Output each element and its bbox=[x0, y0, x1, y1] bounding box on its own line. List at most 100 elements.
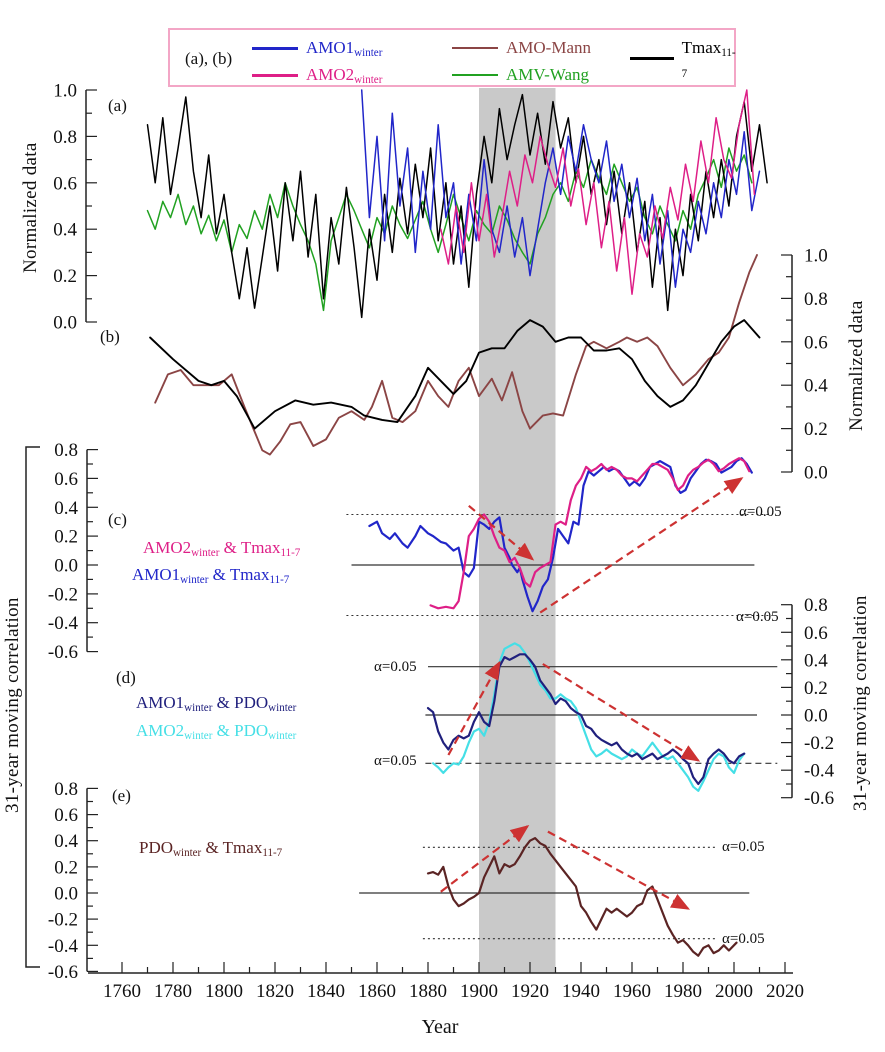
y-tick-label-e: -0.4 bbox=[48, 936, 79, 957]
y-axis-title-panel-b: Normalized data bbox=[846, 300, 867, 431]
label-subscript: winter bbox=[268, 729, 297, 742]
y-tick-label-e: 0.6 bbox=[54, 805, 78, 826]
label-subscript: winter bbox=[173, 846, 202, 859]
series-amo1-winter bbox=[360, 89, 761, 288]
label-text: & Tmax bbox=[208, 565, 270, 584]
legend-label: AMO1winter bbox=[306, 38, 382, 59]
alpha-label-d-lower: α=0.05 bbox=[374, 753, 417, 769]
series-tmax-11-7-smoothed bbox=[149, 319, 761, 430]
legend-item-amv-wang: AMV-Wang bbox=[452, 65, 589, 85]
y-tick-label-c: 0.8 bbox=[54, 440, 78, 461]
label-text: & PDO bbox=[212, 693, 269, 712]
label-text: & Tmax bbox=[219, 538, 281, 557]
y-tick-label-d: -0.6 bbox=[804, 788, 834, 809]
label-subscript: winter bbox=[184, 701, 213, 714]
label-text: PDO bbox=[139, 838, 174, 857]
alpha-label-d-upper: α=0.05 bbox=[374, 659, 417, 675]
panel-letter-d: (d) bbox=[116, 668, 136, 687]
alpha-label-c-lower: α=0.05 bbox=[736, 609, 779, 625]
label-text: AMO-Mann bbox=[506, 38, 591, 57]
x-tick-label: 1820 bbox=[256, 981, 294, 1002]
y-tick-label-d: 0.6 bbox=[804, 623, 828, 644]
x-tick-label: 2020 bbox=[766, 981, 804, 1002]
y-tick-label-b: 1.0 bbox=[804, 246, 828, 267]
series-amo2-winter bbox=[440, 89, 756, 295]
label-text: AMO2 bbox=[143, 538, 192, 557]
legend-item-amo-mann: AMO-Mann bbox=[452, 38, 591, 58]
y-tick-label-b: 0.8 bbox=[804, 289, 828, 310]
y-tick-label-e: 0.4 bbox=[54, 831, 78, 852]
annotations-layer bbox=[440, 477, 744, 910]
label-subscript: winter bbox=[268, 701, 297, 714]
series-amo-mann bbox=[154, 254, 758, 456]
y-tick-label-d: -0.4 bbox=[804, 761, 835, 782]
x-tick-label: 1960 bbox=[613, 981, 651, 1002]
label-subscript: 11-7 bbox=[262, 846, 283, 859]
x-tick-label: 1840 bbox=[307, 981, 345, 1002]
y-tick-label-a: 0.4 bbox=[53, 220, 77, 241]
legend-item-tmax: Tmax11-7 bbox=[630, 38, 738, 80]
y-tick-label-e: 0.2 bbox=[54, 857, 78, 878]
legend-label: Tmax11-7 bbox=[682, 38, 738, 80]
x-tick-label: 1780 bbox=[154, 981, 192, 1002]
y-tick-label-b: 0.2 bbox=[804, 419, 828, 440]
alpha-label-c-upper: α=0.05 bbox=[739, 504, 782, 520]
y-tick-label-d: 0.4 bbox=[804, 650, 828, 671]
series-amo2-pdo-corr bbox=[432, 642, 746, 792]
label-text: Tmax bbox=[681, 38, 722, 57]
y-tick-label-e: 0.0 bbox=[54, 884, 78, 905]
alpha-label-e-lower: α=0.05 bbox=[722, 931, 765, 947]
y-tick-label-d: 0.8 bbox=[804, 595, 828, 616]
label-subscript: winter bbox=[180, 573, 209, 586]
axes-layer: 1760 1780 1800 1820 1840 1860 1880 1900 1920 1940… bbox=[25, 81, 835, 1002]
series-label-amo2-pdo: AMO2winter & PDOwinter bbox=[136, 721, 296, 742]
legend: (a), (b) AMO1winter AMO-Mann Tmax11-7 AM… bbox=[168, 28, 736, 87]
y-tick-label-c: -0.2 bbox=[48, 584, 78, 605]
label-text: AMV-Wang bbox=[506, 65, 589, 84]
label-subscript: 11-7 bbox=[280, 546, 301, 559]
y-tick-label-c: 0.0 bbox=[54, 556, 78, 577]
y-tick-label-c: -0.4 bbox=[48, 613, 79, 634]
trend-arrow-d bbox=[542, 663, 701, 762]
label-text: & Tmax bbox=[201, 838, 263, 857]
y-tick-label-e: -0.2 bbox=[48, 910, 78, 931]
y-axis-title-panels-cde: 31-year moving correlation bbox=[2, 597, 23, 813]
y-tick-label-d: 0.0 bbox=[804, 706, 828, 727]
y-tick-label-c: 0.6 bbox=[54, 469, 78, 490]
y-tick-label-a: 0.6 bbox=[53, 173, 77, 194]
legend-item-amo2: AMO2winter bbox=[252, 65, 382, 86]
label-text: & PDO bbox=[212, 721, 269, 740]
y-tick-label-c: 0.2 bbox=[54, 527, 78, 548]
y-axis-title-panel-a: Normalized data bbox=[20, 142, 41, 273]
panel-letter-b: (b) bbox=[100, 327, 120, 346]
y-tick-label-e: 0.8 bbox=[54, 779, 78, 800]
series-label-amo1-pdo: AMO1winter & PDOwinter bbox=[136, 693, 296, 714]
alpha-label-e-upper: α=0.05 bbox=[722, 839, 765, 855]
y-axis-title-panel-d: 31-year moving correlation bbox=[850, 595, 871, 811]
x-tick-label: 1860 bbox=[358, 981, 396, 1002]
panel-letter-e: (e) bbox=[112, 786, 131, 805]
legend-line-swatch bbox=[452, 46, 498, 50]
legend-item-amo1: AMO1winter bbox=[252, 38, 382, 59]
label-text: AMO2 bbox=[136, 721, 185, 740]
legend-line-swatch bbox=[630, 57, 674, 61]
legend-line-swatch bbox=[252, 74, 298, 77]
label-subscript: winter bbox=[354, 73, 383, 86]
label-subscript: winter bbox=[184, 729, 213, 742]
legend-line-swatch bbox=[252, 47, 298, 50]
y-tick-label-b: 0.0 bbox=[804, 463, 828, 484]
label-text: AMO1 bbox=[306, 38, 355, 57]
trend-arrow-c bbox=[468, 504, 535, 561]
x-tick-label: 1800 bbox=[205, 981, 243, 1002]
series-pdo-tmax-corr bbox=[426, 836, 738, 957]
y-tick-label-e: -0.6 bbox=[48, 962, 78, 983]
panel-letter-a: (a) bbox=[108, 96, 127, 115]
legend-line-swatch bbox=[452, 73, 498, 77]
y-tick-label-a: 1.0 bbox=[53, 81, 77, 102]
label-subscript: winter bbox=[354, 46, 383, 59]
label-text: AMO1 bbox=[136, 693, 185, 712]
y-tick-label-d: 0.2 bbox=[804, 678, 828, 699]
trend-arrow-e bbox=[547, 830, 691, 910]
